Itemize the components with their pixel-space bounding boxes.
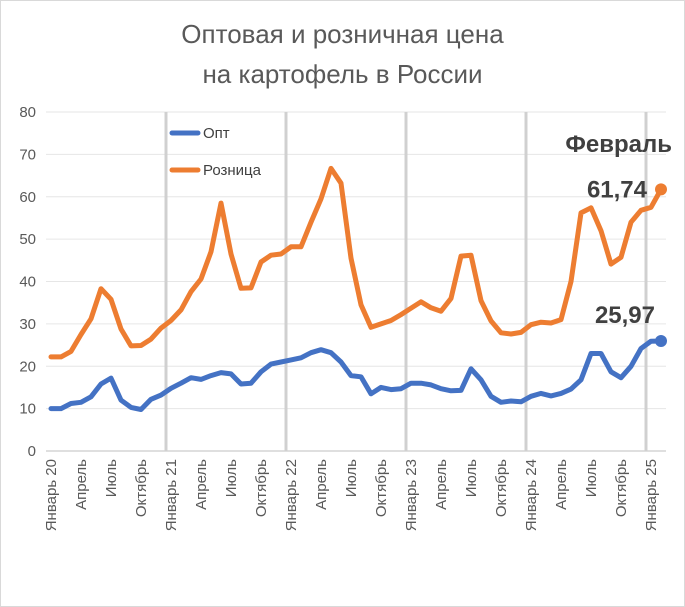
x-tick-label: Октябрь	[613, 459, 630, 517]
y-tick-label: 70	[19, 146, 36, 163]
x-tick-label: Январь 20	[43, 459, 60, 531]
legend: Опт Розница	[169, 125, 262, 179]
series-endpoint-wholesale	[655, 334, 667, 347]
y-tick-label: 50	[19, 231, 36, 248]
series-line-wholesale	[48, 338, 664, 412]
y-axis: 0 10 20 30 40 50 60 70 80	[19, 104, 36, 460]
x-tick-label: Январь 25	[643, 459, 660, 531]
y-tick-label: 40	[19, 274, 36, 291]
y-tick-label: 60	[19, 189, 36, 206]
x-tick-label: Январь 22	[283, 459, 300, 531]
x-tick-label: Апрель	[73, 459, 90, 510]
y-tick-label: 30	[19, 316, 36, 333]
x-tick-label: Октябрь	[373, 459, 390, 517]
y-tick-label: 10	[19, 401, 36, 418]
x-tick-label: Январь 21	[163, 459, 180, 531]
series-endpoint-retail	[655, 183, 667, 196]
x-tick-label: Июль	[463, 459, 480, 497]
annotation-month: Февраль	[565, 131, 672, 158]
annotation-wholesale-value: 25,97	[595, 302, 655, 329]
x-tick-label: Июль	[343, 459, 360, 497]
x-tick-label: Октябрь	[253, 459, 270, 517]
y-tick-label: 0	[28, 443, 36, 460]
annotation-retail-value: 61,74	[587, 176, 648, 203]
annotations: Февраль 61,74 25,97	[565, 131, 672, 329]
x-tick-label: Апрель	[193, 459, 210, 510]
chart-title-line2: на картофель в России	[202, 59, 483, 89]
x-tick-label: Октябрь	[133, 459, 150, 517]
series-line-retail	[48, 165, 664, 360]
x-axis: Январь 20 Апрель Июль Октябрь Январь 21 Апрел…	[43, 459, 660, 531]
x-tick-label: Апрель	[313, 459, 330, 510]
y-tick-label: 80	[19, 104, 36, 121]
x-tick-label: Июль	[103, 459, 120, 497]
legend-label-retail: Розница	[203, 162, 262, 179]
legend-label-wholesale: Опт	[203, 125, 230, 142]
x-tick-label: Октябрь	[493, 459, 510, 517]
y-tick-label: 20	[19, 358, 36, 375]
x-tick-label: Январь 24	[523, 459, 540, 531]
x-tick-label: Апрель	[433, 459, 450, 510]
series-lines	[48, 165, 667, 412]
x-tick-label: Июль	[223, 459, 240, 497]
chart-title-line1: Оптовая и розничная цена	[181, 19, 504, 49]
x-tick-label: Апрель	[553, 459, 570, 510]
x-tick-label: Июль	[583, 459, 600, 497]
x-tick-label: Январь 23	[403, 459, 420, 531]
